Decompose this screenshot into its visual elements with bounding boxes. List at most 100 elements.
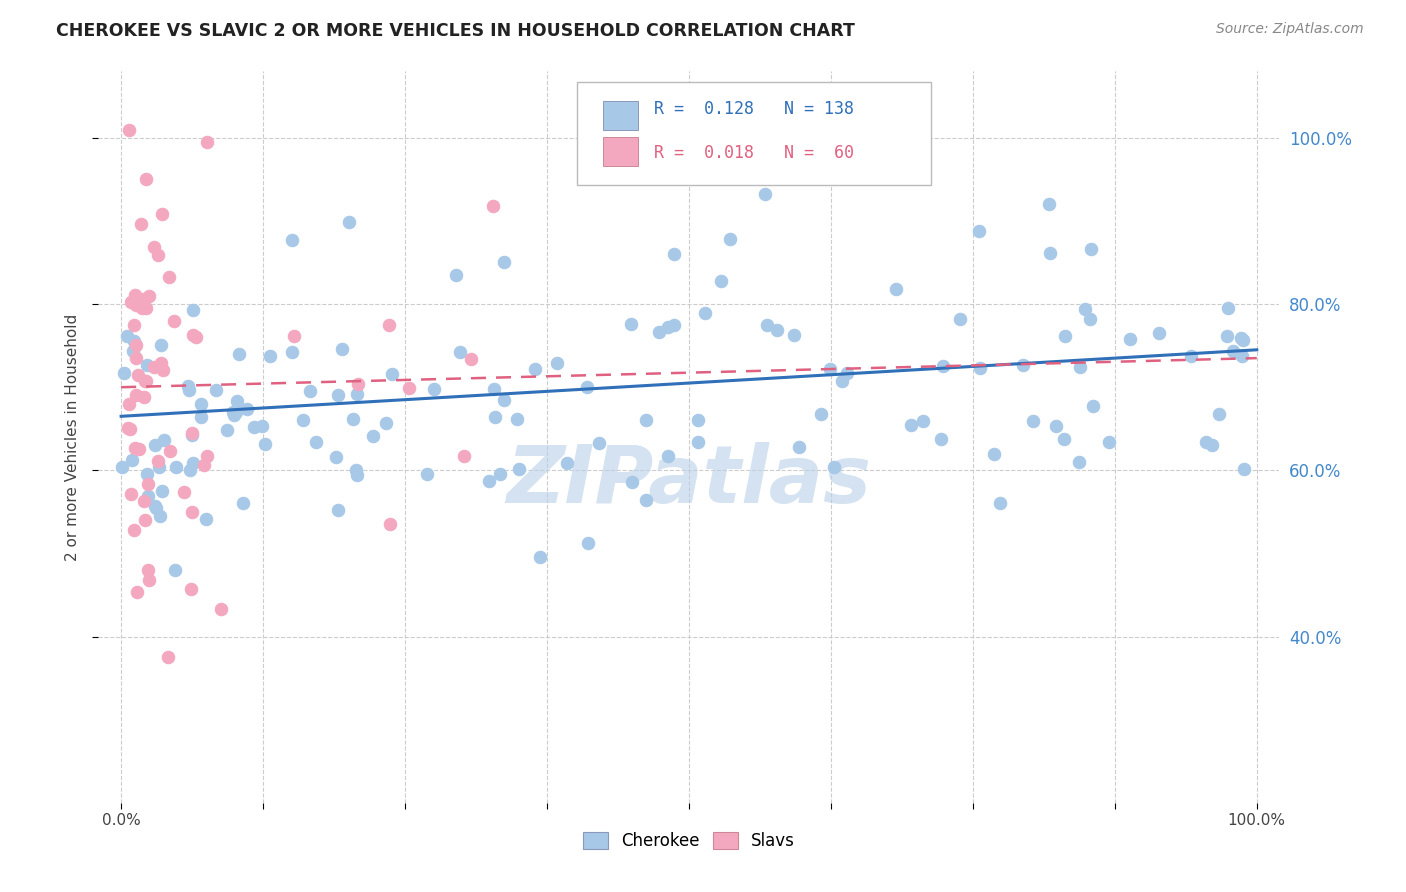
Point [1216,301,1239,315]
Point [1078,311,1101,326]
Point [381,368,404,382]
Point [135,301,157,316]
Point [342,412,364,426]
Point [179,383,201,397]
FancyBboxPatch shape [603,101,638,130]
Point [148,459,170,474]
Point [163,314,186,328]
Text: ZIPatlas: ZIPatlas [506,442,872,520]
Point [222,405,245,419]
Point [153,434,176,448]
Point [529,550,551,565]
Point [449,345,471,359]
Point [912,414,935,428]
Point [662,247,685,261]
Point [128,442,150,456]
Point [576,536,599,550]
Point [120,422,142,436]
Point [127,368,149,383]
Point [967,224,990,238]
Point [765,323,787,337]
Point [149,509,172,524]
Point [524,362,547,376]
Point [1053,432,1076,446]
Point [460,352,482,367]
Point [931,359,953,374]
Point [190,397,212,411]
Point [124,287,146,301]
Point [831,375,853,389]
Point [755,318,778,332]
Point [988,496,1011,510]
Point [478,475,501,489]
Point [344,463,367,477]
Point [159,444,181,458]
Point [1230,331,1253,345]
Point [281,345,304,359]
Point [710,274,733,288]
Point [636,413,658,427]
Point [787,440,810,454]
Point [132,493,155,508]
Point [120,487,142,501]
Point [298,384,321,398]
Point [135,467,157,482]
Point [254,437,277,451]
Point [149,337,172,351]
Point [575,380,598,394]
Point [146,454,169,468]
Point [125,338,148,352]
Point [1074,301,1097,316]
Point [346,467,368,482]
Point [484,409,506,424]
Point [377,318,399,333]
Point [647,326,669,340]
Point [444,268,467,283]
Point [416,467,439,482]
Point [135,374,157,388]
Point [1222,343,1244,358]
Point [1180,349,1202,363]
Point [143,438,166,452]
Point [112,366,135,380]
Point [305,435,328,450]
Point [205,383,228,397]
Point [1039,245,1062,260]
Point [186,330,208,344]
Point [1069,455,1091,469]
Point [1053,329,1076,343]
Point [134,513,156,527]
Point [686,413,709,427]
Point [374,416,396,430]
Point [209,602,232,616]
Point [157,270,180,285]
Point [225,405,247,419]
Point [131,301,153,315]
Point [820,361,842,376]
Point [783,328,806,343]
Point [181,505,204,519]
Point [280,233,302,247]
Point [292,413,315,427]
Point [326,503,349,517]
Point [969,361,991,376]
Point [193,458,215,472]
Point [488,467,510,482]
Point [325,450,347,465]
Point [149,355,172,369]
Point [929,432,952,446]
Point [1081,399,1104,413]
Point [120,294,142,309]
Point [180,582,202,596]
Point [129,217,152,231]
Text: R =  0.018   N =  60: R = 0.018 N = 60 [654,145,853,162]
Point [1195,434,1218,449]
Point [122,318,145,333]
Text: Source: ZipAtlas.com: Source: ZipAtlas.com [1216,22,1364,37]
Point [181,303,204,318]
Point [146,248,169,262]
Point [754,186,776,201]
Point [127,585,149,599]
Point [361,429,384,443]
Text: CHEROKEE VS SLAVIC 2 OR MORE VEHICLES IN HOUSEHOLD CORRELATION CHART: CHEROKEE VS SLAVIC 2 OR MORE VEHICLES IN… [56,22,855,40]
